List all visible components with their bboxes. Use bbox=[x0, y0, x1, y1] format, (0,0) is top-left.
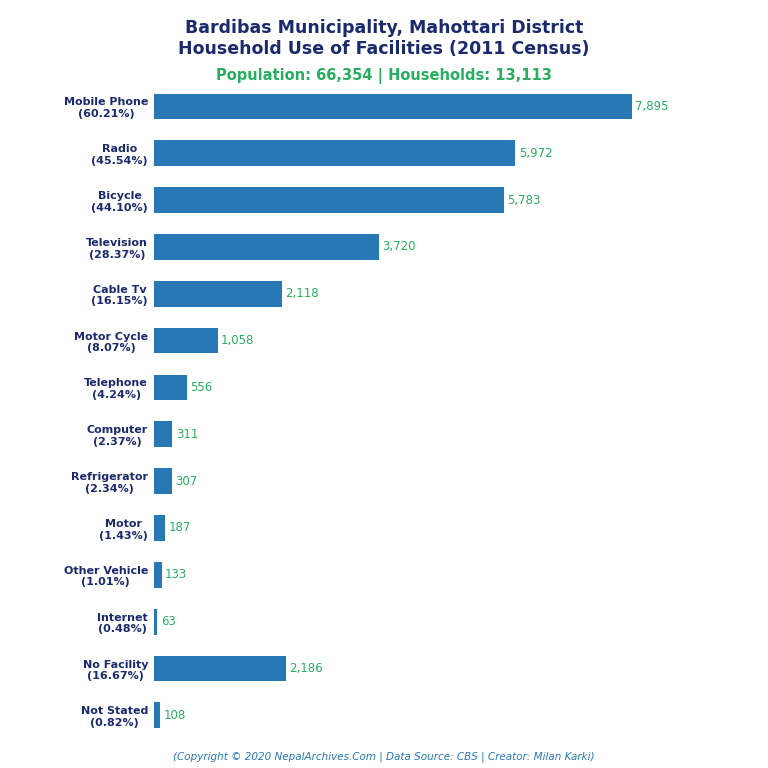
Text: 556: 556 bbox=[190, 381, 213, 394]
Text: (Copyright © 2020 NepalArchives.Com | Data Source: CBS | Creator: Milan Karki): (Copyright © 2020 NepalArchives.Com | Da… bbox=[174, 751, 594, 762]
Bar bbox=[154, 468, 172, 494]
Text: 3,720: 3,720 bbox=[382, 240, 415, 253]
Bar bbox=[154, 94, 632, 119]
Bar bbox=[154, 422, 173, 447]
Text: 307: 307 bbox=[176, 475, 198, 488]
Text: 187: 187 bbox=[168, 521, 190, 535]
Text: 5,972: 5,972 bbox=[518, 147, 552, 160]
Text: 133: 133 bbox=[165, 568, 187, 581]
Text: 2,118: 2,118 bbox=[285, 287, 319, 300]
Bar bbox=[154, 515, 165, 541]
Text: Population: 66,354 | Households: 13,113: Population: 66,354 | Households: 13,113 bbox=[216, 68, 552, 84]
Text: 2,186: 2,186 bbox=[290, 662, 323, 675]
Bar bbox=[154, 609, 157, 634]
Bar bbox=[154, 656, 286, 681]
Bar bbox=[154, 328, 217, 353]
Text: 1,058: 1,058 bbox=[221, 334, 254, 347]
Bar bbox=[154, 562, 161, 588]
Bar bbox=[154, 703, 161, 728]
Bar bbox=[154, 141, 515, 166]
Bar bbox=[154, 281, 282, 306]
Text: 311: 311 bbox=[176, 428, 198, 441]
Text: 7,895: 7,895 bbox=[635, 100, 669, 113]
Text: Bardibas Municipality, Mahottari District: Bardibas Municipality, Mahottari Distric… bbox=[185, 19, 583, 37]
Bar bbox=[154, 187, 504, 213]
Text: Household Use of Facilities (2011 Census): Household Use of Facilities (2011 Census… bbox=[178, 40, 590, 58]
Bar bbox=[154, 234, 379, 260]
Text: 63: 63 bbox=[161, 615, 176, 628]
Text: 108: 108 bbox=[164, 709, 186, 722]
Text: 5,783: 5,783 bbox=[508, 194, 541, 207]
Bar bbox=[154, 375, 187, 400]
